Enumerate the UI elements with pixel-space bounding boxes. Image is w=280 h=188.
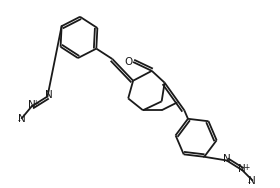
Text: N: N bbox=[239, 164, 246, 174]
Text: N: N bbox=[223, 155, 230, 164]
Text: +: + bbox=[243, 163, 249, 172]
Text: N: N bbox=[18, 114, 26, 124]
Text: +: + bbox=[32, 99, 39, 108]
Text: N: N bbox=[45, 90, 52, 100]
Text: O: O bbox=[124, 57, 132, 67]
Text: -: - bbox=[248, 179, 251, 188]
Text: -: - bbox=[18, 117, 20, 126]
Text: N: N bbox=[248, 176, 256, 186]
Text: N: N bbox=[28, 100, 36, 110]
